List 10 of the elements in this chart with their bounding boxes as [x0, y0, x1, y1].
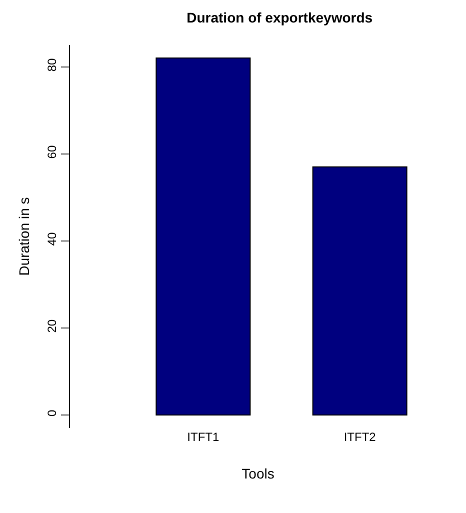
x-tick-label: ITFT1	[187, 430, 220, 444]
y-tick-label: 60	[45, 145, 60, 159]
y-tick-label: 0	[45, 409, 60, 416]
y-axis-title: Duration in s	[16, 197, 32, 276]
x-tick-label: ITFT2	[344, 430, 376, 444]
y-tick-label: 40	[45, 232, 60, 246]
y-tick-label: 20	[45, 319, 60, 333]
x-axis-title: Tools	[242, 465, 274, 482]
y-tick-label: 80	[45, 58, 60, 72]
chart-title: Duration of exportkeywords	[186, 10, 373, 26]
